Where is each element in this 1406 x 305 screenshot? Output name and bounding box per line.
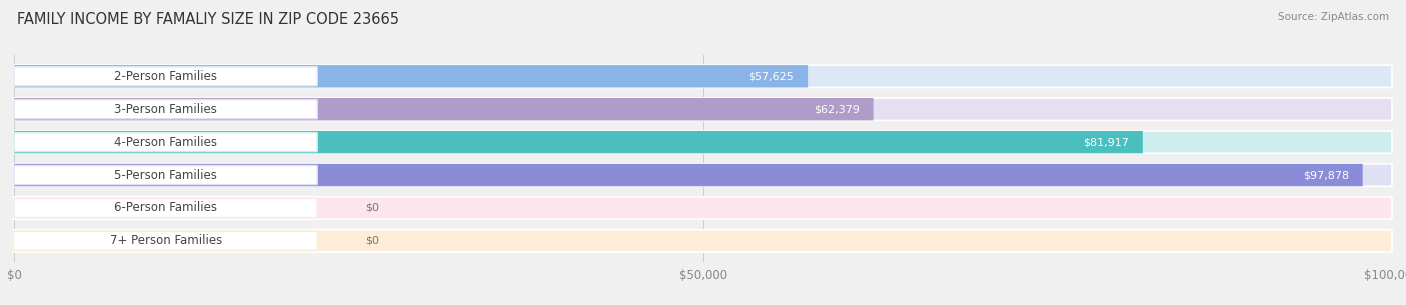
FancyBboxPatch shape — [14, 164, 1362, 186]
FancyBboxPatch shape — [14, 164, 1392, 186]
FancyBboxPatch shape — [14, 199, 318, 217]
FancyBboxPatch shape — [14, 230, 1392, 252]
Text: Source: ZipAtlas.com: Source: ZipAtlas.com — [1278, 12, 1389, 22]
FancyBboxPatch shape — [14, 166, 318, 185]
Text: 5-Person Families: 5-Person Families — [114, 169, 217, 181]
Text: $81,917: $81,917 — [1083, 137, 1129, 147]
Text: $62,379: $62,379 — [814, 104, 860, 114]
FancyBboxPatch shape — [14, 131, 1143, 153]
FancyBboxPatch shape — [14, 231, 318, 250]
FancyBboxPatch shape — [14, 133, 318, 152]
FancyBboxPatch shape — [14, 67, 318, 86]
FancyBboxPatch shape — [14, 98, 1392, 120]
Text: $57,625: $57,625 — [748, 71, 794, 81]
Text: $97,878: $97,878 — [1303, 170, 1348, 180]
Text: $0: $0 — [366, 236, 380, 246]
FancyBboxPatch shape — [14, 65, 808, 88]
Text: 2-Person Families: 2-Person Families — [114, 70, 217, 83]
Text: 7+ Person Families: 7+ Person Families — [110, 235, 222, 247]
FancyBboxPatch shape — [14, 100, 318, 119]
Text: 6-Person Families: 6-Person Families — [114, 202, 217, 214]
Text: $0: $0 — [366, 203, 380, 213]
Text: 4-Person Families: 4-Person Families — [114, 136, 217, 149]
FancyBboxPatch shape — [14, 65, 1392, 88]
FancyBboxPatch shape — [14, 131, 1392, 153]
Text: FAMILY INCOME BY FAMALIY SIZE IN ZIP CODE 23665: FAMILY INCOME BY FAMALIY SIZE IN ZIP COD… — [17, 12, 399, 27]
Text: 3-Person Families: 3-Person Families — [114, 103, 217, 116]
FancyBboxPatch shape — [14, 197, 1392, 219]
FancyBboxPatch shape — [14, 98, 873, 120]
